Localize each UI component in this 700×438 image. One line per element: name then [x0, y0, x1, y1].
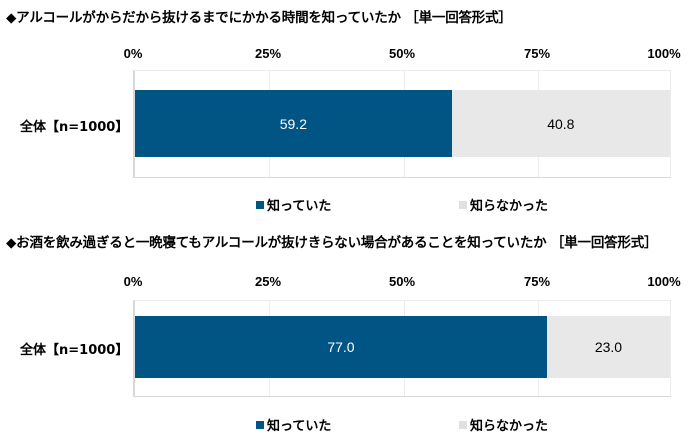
chart-2-tick-75: 75% [523, 274, 551, 289]
chart-1-tick-0: 0% [123, 46, 143, 61]
legend-label: 知っていた [267, 199, 332, 214]
chart-1-tick-75: 75% [523, 46, 551, 61]
value-label: 40.8 [547, 115, 575, 132]
chart-2-tick-0: 0% [123, 274, 143, 289]
chart-2-bar: 77.0 23.0 [135, 316, 670, 378]
legend-label: 知らなかった [470, 199, 549, 214]
chart-1-tick-50: 50% [388, 46, 416, 61]
chart-1-tick-25: 25% [254, 46, 282, 61]
legend-swatch-gray-icon [459, 420, 467, 429]
bar-segment-knew: 77.0 [135, 316, 547, 378]
chart-2-tick-50: 50% [388, 274, 416, 289]
legend-label: 知っていた [267, 419, 332, 434]
legend-item-did-not-know: 知らなかった [459, 415, 548, 434]
chart-1-tick-100: 100% [647, 46, 681, 61]
legend-item-knew: 知っていた [256, 195, 331, 214]
legend-item-knew: 知っていた [256, 415, 331, 434]
chart-2-tick-100: 100% [647, 274, 681, 289]
chart-1-plot-area: 59.2 40.8 [133, 70, 671, 178]
value-label: 77.0 [327, 339, 355, 355]
bar-segment-did-not-know: 40.8 [451, 90, 670, 157]
chart-2-plot-area: 77.0 23.0 [133, 300, 671, 397]
value-label: 59.2 [279, 115, 307, 132]
bar-segment-did-not-know: 23.0 [546, 316, 670, 378]
value-label: 23.0 [594, 339, 623, 355]
legend-swatch-blue-icon [256, 200, 264, 209]
legend-swatch-gray-icon [459, 200, 467, 209]
legend-swatch-blue-icon [256, 420, 264, 429]
chart-1-bar: 59.2 40.8 [135, 90, 670, 157]
bar-segment-knew: 59.2 [135, 90, 452, 157]
chart-1-category-label: 全体【n=1000】 [20, 120, 129, 135]
legend-item-did-not-know: 知らなかった [459, 195, 548, 214]
chart-2-title: ◆お酒を飲み過ぎると一晩寝てもアルコールが抜けきらない場合があることを知っていた… [6, 235, 658, 251]
chart-1-title: ◆アルコールがからだから抜けるまでにかかる時間を知っていたか ［単一回答形式］ [6, 10, 512, 26]
chart-2-tick-25: 25% [254, 274, 282, 289]
legend-label: 知らなかった [470, 419, 549, 434]
chart-2-category-label: 全体【n=1000】 [20, 343, 129, 358]
